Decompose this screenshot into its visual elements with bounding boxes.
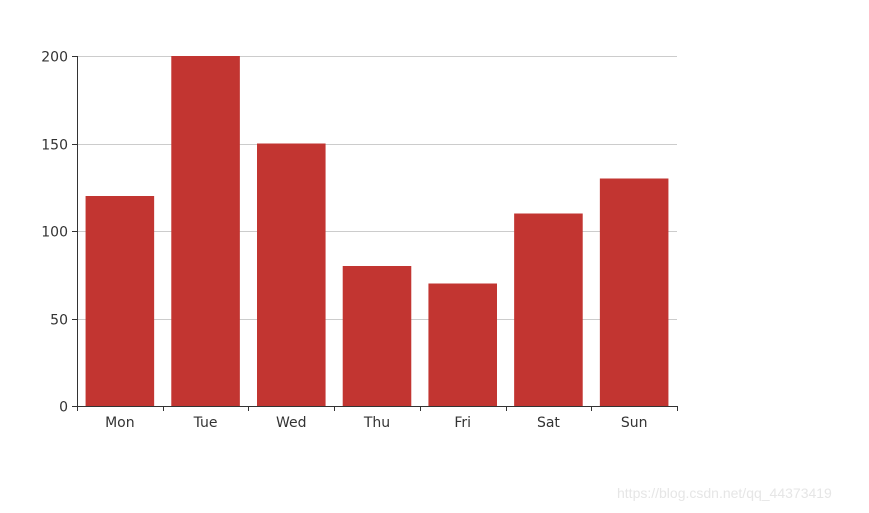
bar-thu bbox=[342, 266, 412, 406]
x-tick-label: Mon bbox=[105, 415, 135, 431]
bar-sat bbox=[514, 213, 583, 406]
x-tick-label: Thu bbox=[363, 415, 390, 431]
bar-tue bbox=[171, 56, 240, 406]
y-tick-label: 100 bbox=[41, 225, 68, 241]
y-tick-label: 150 bbox=[41, 138, 68, 154]
y-tick-label: 0 bbox=[59, 400, 68, 416]
x-tick-label: Tue bbox=[193, 415, 218, 431]
bar-mon bbox=[85, 196, 155, 406]
y-tick-label: 200 bbox=[41, 50, 68, 66]
bar-sun bbox=[599, 178, 669, 406]
x-tick-label: Sat bbox=[537, 415, 560, 431]
x-tick-label: Sun bbox=[621, 415, 648, 431]
y-tick-label: 50 bbox=[50, 313, 68, 329]
x-tick-label: Wed bbox=[276, 415, 307, 431]
bar-wed bbox=[257, 143, 326, 406]
watermark: https://blog.csdn.net/qq_44373419 bbox=[617, 485, 832, 501]
x-tick-label: Fri bbox=[454, 415, 471, 431]
bar-fri bbox=[428, 283, 497, 406]
